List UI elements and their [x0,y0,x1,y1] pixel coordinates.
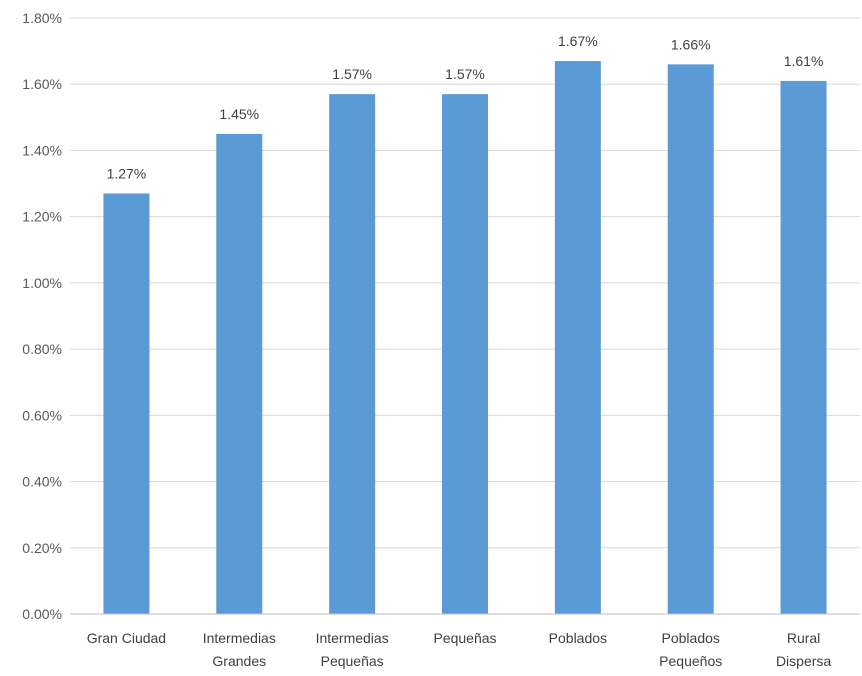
x-axis-category-labels: Gran Ciudad Intermedias Grandes Intermedias… [87,630,832,669]
data-label: 1.27% [107,165,147,181]
y-tick-label: 1.80% [22,10,62,26]
category-label: Intermedias Grandes [203,630,276,669]
y-tick-label: 0.60% [22,407,62,423]
y-axis-tick-labels: 0.00% 0.20% 0.40% 0.60% 0.80% 1.00% 1.20% 1.40%… [22,10,62,622]
data-label: 1.66% [671,36,711,52]
category-label: Intermedias Pequeñas [316,630,389,669]
y-tick-label: 1.40% [22,142,62,158]
category-label: Poblados Pequeños [659,630,722,669]
category-label: Poblados [549,630,607,646]
data-label: 1.67% [558,33,598,49]
bar [216,133,263,614]
bar [103,193,150,614]
data-labels: 1.27% 1.45% 1.57% 1.57% 1.67% 1.66% 1.61% [107,33,824,181]
y-tick-label: 0.40% [22,474,62,490]
bar [780,80,827,614]
category-label: Gran Ciudad [87,630,166,646]
y-tick-label: 1.20% [22,209,62,225]
data-label: 1.45% [219,106,259,122]
bar [667,64,714,615]
category-label: Rural Dispersa [776,630,831,669]
bar [442,94,488,614]
bar [554,61,601,615]
bar [329,94,376,614]
y-tick-label: 0.80% [22,341,62,357]
data-label: 1.57% [332,66,372,82]
bars [103,61,827,615]
y-tick-label: 0.00% [22,606,62,622]
data-label: 1.61% [784,53,824,69]
y-tick-label: 0.20% [22,540,62,556]
data-label: 1.57% [445,66,485,82]
y-tick-label: 1.00% [22,275,62,291]
y-tick-label: 1.60% [22,76,62,92]
category-label: Pequeñas [433,630,496,646]
